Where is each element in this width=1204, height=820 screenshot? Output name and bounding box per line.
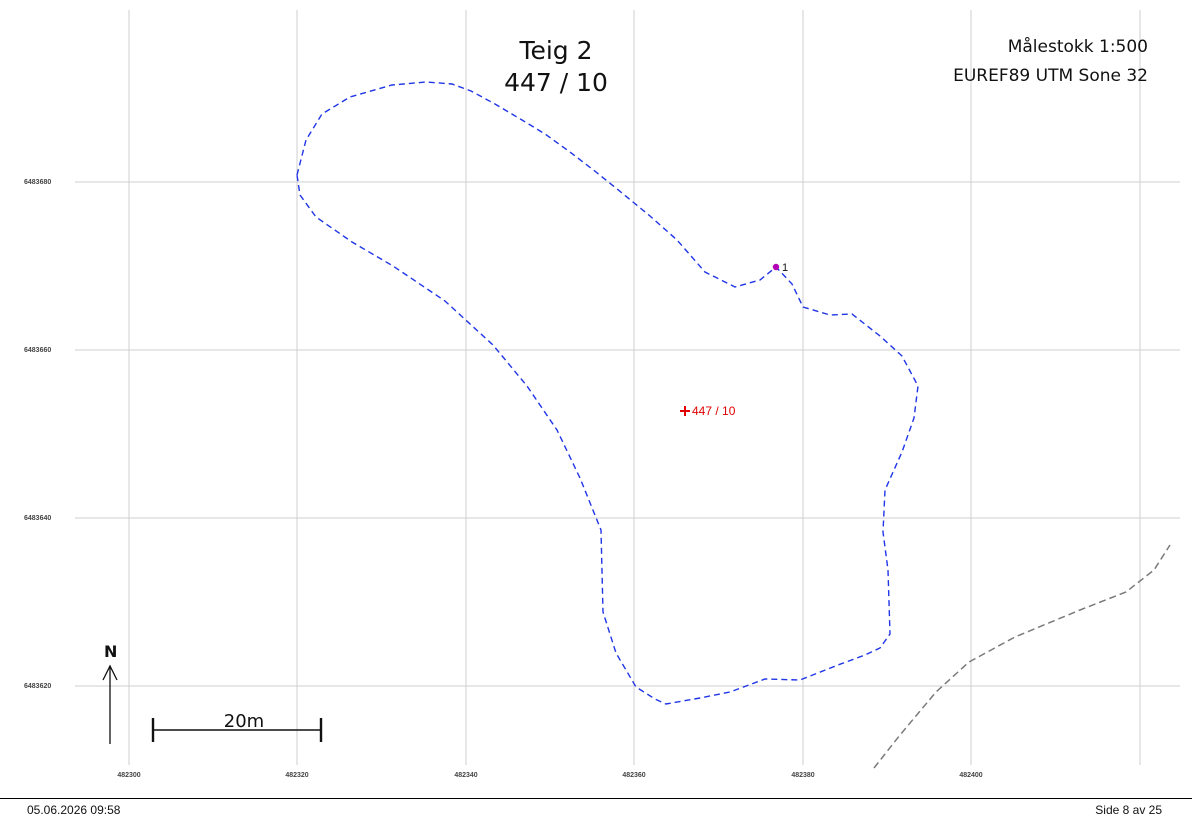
north-arrow-label: N xyxy=(104,642,117,661)
boundary-point-marker[interactable] xyxy=(772,263,780,271)
parcel-label: 447 / 10 xyxy=(692,404,736,418)
easting-labels: 482300 482320 482340 482360 482380 48240… xyxy=(117,772,982,779)
northing-label: 6483620 xyxy=(24,683,51,690)
scale-bar: 20m xyxy=(151,711,323,742)
easting-label: 482360 xyxy=(622,772,645,779)
footer-datetime: 05.06.2026 09:58 xyxy=(27,803,121,817)
northing-label: 6483660 xyxy=(24,347,51,354)
north-arrow: N xyxy=(102,642,118,744)
easting-label: 482320 xyxy=(285,772,308,779)
easting-label: 482340 xyxy=(454,772,477,779)
map-canvas: 482300 482320 482340 482360 482380 48240… xyxy=(24,10,1180,779)
scale-text: Målestokk 1:500 xyxy=(1007,37,1148,57)
scale-bar-label: 20m xyxy=(224,711,264,732)
boundary-point-label: 1 xyxy=(782,262,788,274)
easting-label: 482380 xyxy=(791,772,814,779)
grid-lines xyxy=(75,10,1180,765)
map-subtitle: 447 / 10 xyxy=(504,68,608,97)
crs-text: EUREF89 UTM Sone 32 xyxy=(953,66,1148,86)
parcel-boundary[interactable] xyxy=(296,81,919,705)
footer-divider xyxy=(0,798,1192,799)
parcel-centroid-marker xyxy=(680,406,690,416)
easting-label: 482300 xyxy=(117,772,140,779)
northing-label: 6483680 xyxy=(24,179,51,186)
footer-page-number: Side 8 av 25 xyxy=(1095,803,1162,817)
neighbour-boundary-line xyxy=(873,544,1171,769)
northing-label: 6483640 xyxy=(24,515,51,522)
easting-label: 482400 xyxy=(959,772,982,779)
northing-labels: 6483680 6483660 6483640 6483620 xyxy=(24,179,51,690)
map-title: Teig 2 xyxy=(519,36,593,65)
